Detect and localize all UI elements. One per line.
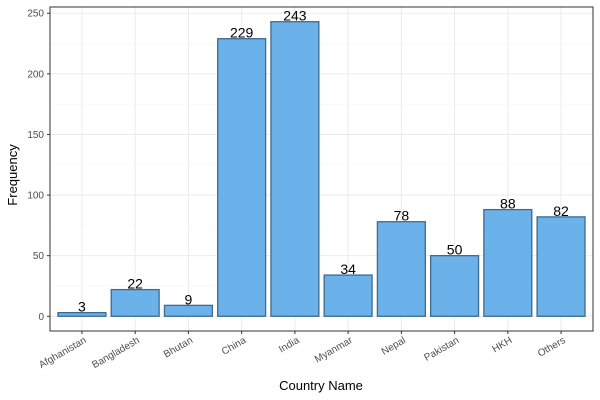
bar-bhutan [163, 304, 214, 317]
x-tick-label: Nepal [380, 335, 408, 358]
bar-pakistan [429, 255, 480, 317]
x-tick-label: Pakistan [422, 335, 461, 364]
y-tick-label: 100 [27, 191, 44, 202]
x-tick-label: India [277, 335, 302, 356]
y-axis: 0 50 100 150 200 250 [27, 9, 50, 323]
x-tick-label: Bhutan [162, 335, 195, 360]
data-label: 78 [394, 208, 410, 224]
bar-china [217, 38, 267, 317]
data-label: 229 [230, 25, 254, 41]
x-axis: Afghanistan Bangladesh Bhutan China India Mya… [37, 331, 568, 371]
x-tick-label: Afghanistan [37, 335, 88, 371]
y-axis-title: Frequency [5, 144, 20, 206]
data-label: 50 [447, 242, 463, 258]
data-label: 9 [185, 291, 193, 307]
x-axis-title: Country Name [279, 378, 363, 393]
bar-hkh [483, 208, 533, 317]
data-label: 22 [127, 276, 143, 292]
x-tick-label: Others [536, 335, 567, 360]
data-label: 34 [340, 261, 356, 277]
panel-border [49, 6, 594, 332]
y-tick-label: 50 [33, 251, 45, 262]
x-tick-label: Myanmar [313, 335, 355, 366]
x-tick-label: Bangladesh [90, 335, 141, 371]
data-label: 88 [500, 196, 516, 212]
bar-myanmar [323, 274, 373, 317]
data-label: 82 [553, 203, 569, 219]
bar-bangladesh [110, 288, 160, 317]
bar-others [536, 216, 586, 317]
bar-india [270, 21, 320, 317]
x-tick-label: China [220, 335, 249, 358]
bar-nepal [376, 221, 426, 317]
y-tick-label: 0 [38, 312, 44, 323]
data-label: 243 [283, 8, 307, 24]
y-tick-label: 200 [27, 69, 44, 80]
x-tick-label: HKH [491, 335, 515, 355]
y-tick-label: 150 [27, 130, 44, 141]
data-label: 3 [78, 299, 86, 315]
bars [57, 21, 586, 317]
y-tick-label: 250 [27, 9, 44, 20]
bar-afghanistan [57, 311, 107, 317]
